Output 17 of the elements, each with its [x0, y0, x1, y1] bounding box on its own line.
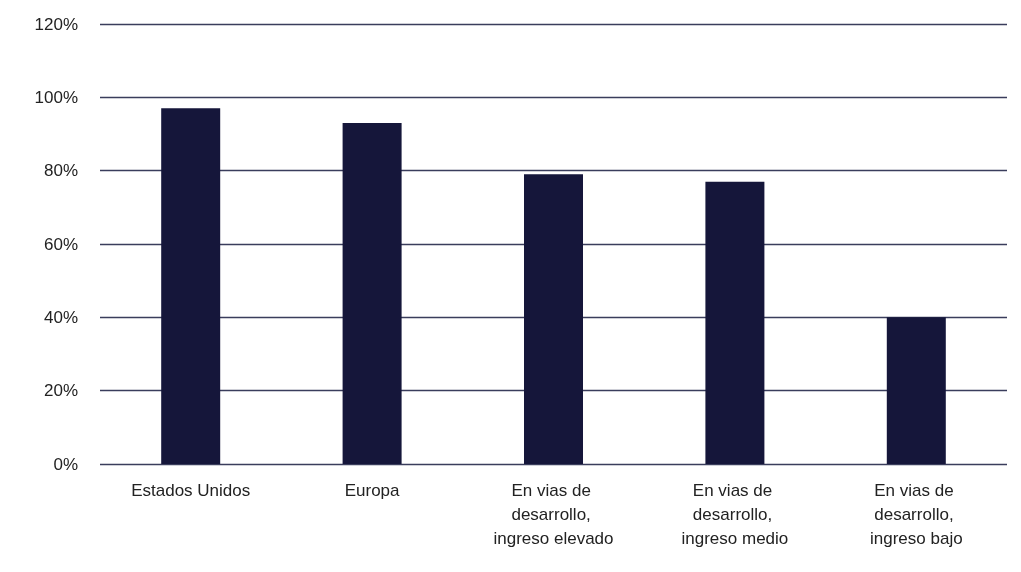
bar — [342, 123, 402, 464]
x-tick-label: En vias de desarrollo, ingreso bajo — [869, 480, 963, 548]
x-tick-label: En vias de desarrollo, ingreso medio — [681, 480, 789, 548]
x-tick-label: Estados Unidos — [131, 480, 251, 500]
y-tick-label: 100% — [34, 87, 78, 107]
bar — [886, 317, 946, 464]
y-tick-label: 40% — [43, 307, 78, 327]
y-tick-label: 60% — [43, 234, 78, 254]
bar — [161, 108, 221, 464]
y-tick-label: 80% — [43, 161, 78, 181]
bar — [524, 174, 583, 464]
x-tick-label: En vias de desarrollo, ingreso elevado — [493, 480, 614, 548]
y-tick-label: 20% — [43, 381, 78, 401]
y-tick-label: 0% — [53, 454, 78, 474]
x-tick-label: Europa — [344, 480, 401, 500]
bar — [705, 181, 765, 464]
y-tick-label: 120% — [34, 14, 78, 34]
